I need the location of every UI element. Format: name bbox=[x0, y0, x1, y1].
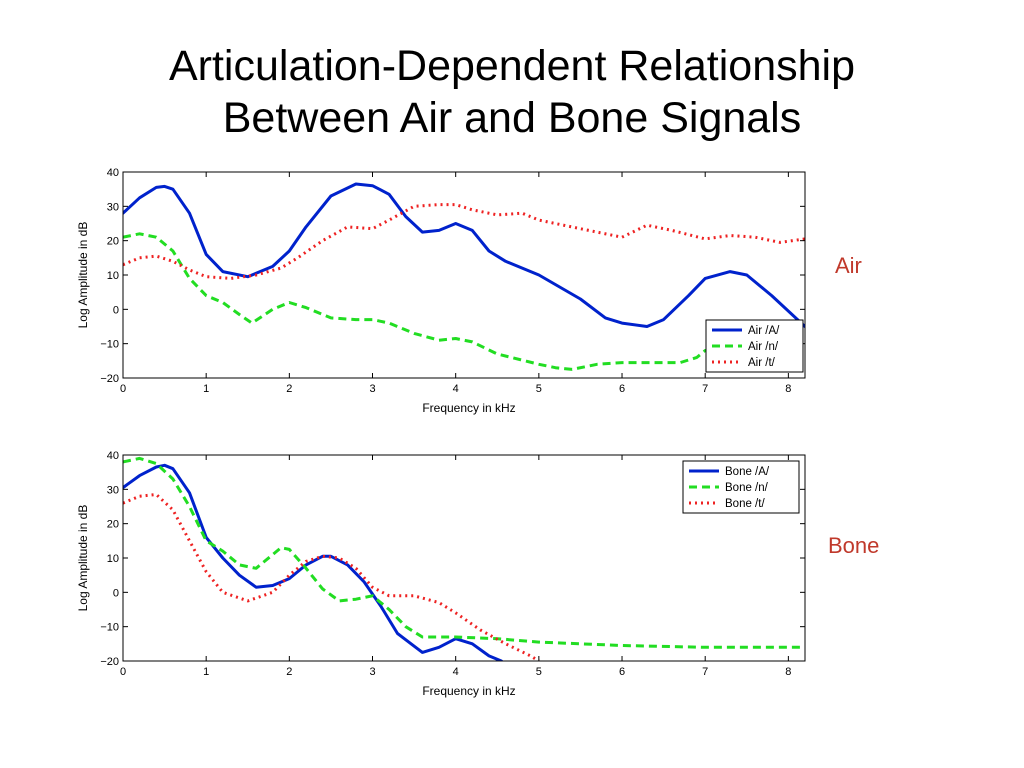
x-axis-label: Frequency in kHz bbox=[422, 401, 515, 415]
x-tick-label: 5 bbox=[536, 383, 542, 395]
legend-entry-3: Bone /t/ bbox=[725, 498, 765, 510]
series-group bbox=[123, 182, 805, 371]
legend-entry-1: Bone /A/ bbox=[725, 466, 770, 478]
chart-1: 0 1 2 3 4 5 6 7 8 −20 −10 0 10 20 30 40 Frequency in kHz… bbox=[76, 167, 806, 415]
y-tick-label: −10 bbox=[100, 339, 119, 351]
air-label: Air bbox=[835, 253, 862, 278]
y-tick-label: 0 bbox=[113, 304, 119, 316]
x-axis-label: Frequency in kHz bbox=[422, 684, 515, 698]
series-line-3 bbox=[123, 203, 805, 280]
legend-entry-2: Air /n/ bbox=[748, 341, 779, 353]
x-tick-label: 0 bbox=[120, 383, 126, 395]
legend-entry-1: Air /A/ bbox=[748, 325, 780, 337]
y-tick-label: 20 bbox=[107, 519, 119, 531]
series-line-3 bbox=[123, 493, 540, 661]
y-tick-label: −20 bbox=[100, 373, 119, 385]
legend-entry-3: Air /t/ bbox=[748, 357, 776, 369]
x-tick-label: 2 bbox=[286, 666, 292, 678]
legend: Air /A/Air /n/Air /t/ bbox=[705, 319, 804, 373]
y-axis-label: Log Amplitude in dB bbox=[76, 505, 90, 612]
x-tick-label: 6 bbox=[619, 383, 625, 395]
series-group bbox=[123, 456, 805, 661]
x-tick-label: 8 bbox=[785, 383, 791, 395]
chart-2: 0 1 2 3 4 5 6 7 8 −20 −10 0 10 20 30 40 Frequency in kHz… bbox=[76, 450, 806, 698]
x-tick-label: 8 bbox=[785, 666, 791, 678]
x-tick-label: 7 bbox=[702, 666, 708, 678]
y-tick-label: −20 bbox=[100, 656, 119, 668]
y-tick-label: 40 bbox=[107, 450, 119, 462]
x-tick-label: 3 bbox=[369, 666, 375, 678]
series-line-1 bbox=[123, 182, 805, 328]
y-tick-label: 10 bbox=[107, 270, 119, 282]
x-tick-label: 4 bbox=[453, 383, 459, 395]
x-tick-label: 7 bbox=[702, 383, 708, 395]
slide-title: Articulation-Dependent Relationship Betw… bbox=[0, 40, 1024, 144]
x-tick-label: 3 bbox=[369, 383, 375, 395]
x-tick-label: 6 bbox=[619, 666, 625, 678]
series-line-2 bbox=[123, 456, 805, 649]
y-axis-label: Log Amplitude in dB bbox=[76, 222, 90, 329]
title-line-2: Between Air and Bone Signals bbox=[222, 94, 802, 142]
y-tick-label: 10 bbox=[107, 553, 119, 565]
legend: Bone /A/Bone /n/Bone /t/ bbox=[682, 460, 800, 514]
series-line-2 bbox=[123, 232, 805, 371]
x-tick-label: 4 bbox=[453, 666, 459, 678]
legend-entry-2: Bone /n/ bbox=[725, 482, 769, 494]
y-tick-label: 40 bbox=[107, 167, 119, 179]
plot-frame bbox=[122, 171, 806, 379]
x-tick-label: 1 bbox=[203, 383, 209, 395]
title-line-1: Articulation-Dependent Relationship bbox=[168, 42, 856, 90]
x-tick-label: 0 bbox=[120, 666, 126, 678]
series-line-1 bbox=[123, 463, 503, 661]
x-tick-label: 5 bbox=[536, 666, 542, 678]
bone-label: Bone bbox=[828, 533, 880, 558]
x-tick-label: 1 bbox=[203, 666, 209, 678]
y-tick-label: 20 bbox=[107, 236, 119, 248]
y-tick-label: −10 bbox=[100, 622, 119, 634]
y-tick-label: 30 bbox=[107, 484, 119, 496]
y-tick-label: 0 bbox=[113, 587, 119, 599]
y-tick-label: 30 bbox=[107, 201, 119, 213]
x-tick-label: 2 bbox=[286, 383, 292, 395]
